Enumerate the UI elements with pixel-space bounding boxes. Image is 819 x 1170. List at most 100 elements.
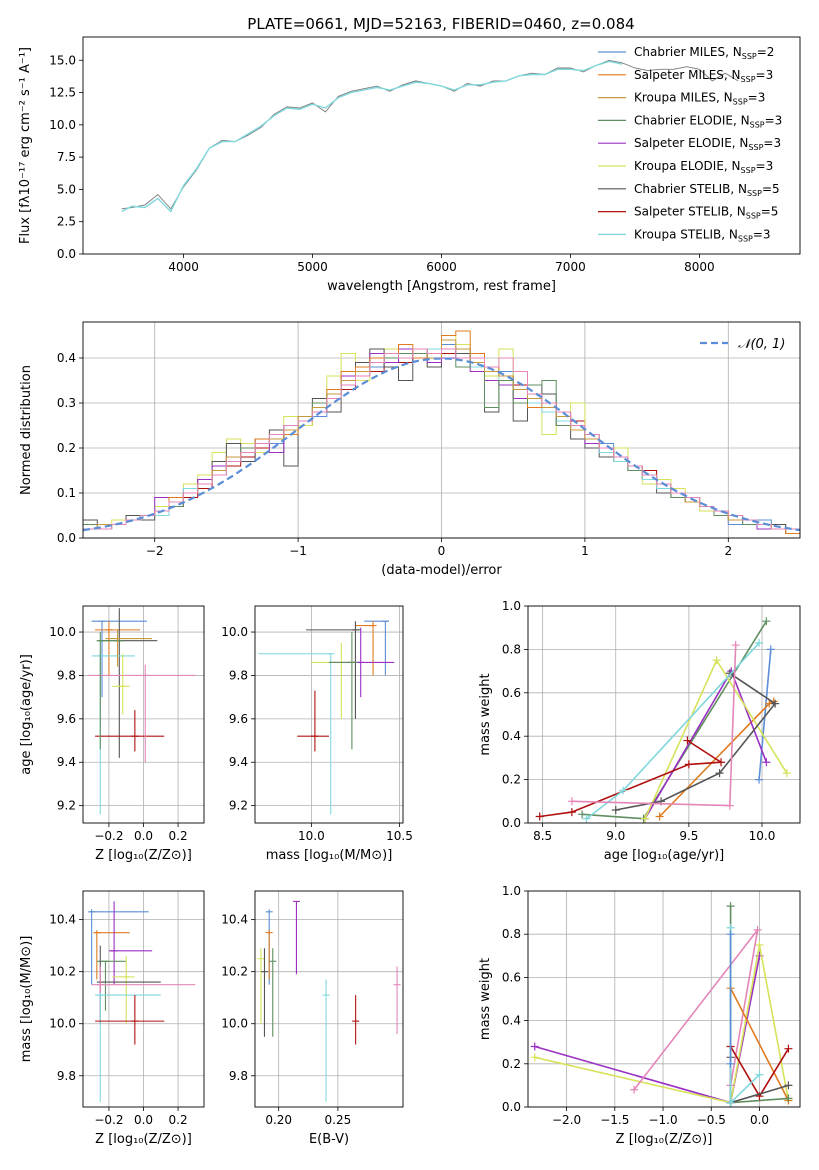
axes-frame	[527, 605, 801, 824]
legend-entry: Salpeter MILES, NSSP=3	[634, 68, 773, 84]
y-tick-label: 9.8	[57, 668, 76, 682]
model-spectrum-line	[121, 60, 623, 213]
mass-vs-extinction-panel: 0.20 0.25 9.8 10.0 10.2 10.4 E(B-V)	[221, 890, 404, 1147]
weight-line	[729, 987, 790, 1101]
axes: 4000 5000 6000 7000 8000 0.0 2.5 5.0 7.5 10.0 12.5…	[18, 36, 801, 294]
y-tick-label: 0.6	[502, 686, 521, 700]
y-tick-label: 0.0	[502, 816, 521, 830]
weight-line	[644, 658, 788, 820]
x-axis-label: Z [log₁₀(Z/Z⊙)]	[95, 1132, 192, 1147]
plus-marker	[784, 1094, 793, 1103]
y-axis-label: mass weight	[478, 673, 493, 755]
y-tick-label: 10.2	[49, 965, 76, 979]
age-vs-mass-panel: 10.0 10.5 9.2 9.4 9.6 9.8 10.0 mass [log₁₀(M/M⊙…	[221, 605, 413, 863]
plus-marker	[755, 638, 764, 647]
plot-area	[88, 901, 196, 1102]
x-axis-label: Z [log₁₀(Z/Z⊙)]	[95, 848, 192, 863]
spectrum-panel: 4000 5000 6000 7000 8000 0.0 2.5 5.0 7.5 10.0 12.5…	[18, 36, 801, 294]
plot-area	[121, 59, 739, 213]
weight-line	[534, 955, 761, 1104]
x-tick-label: 0.20	[265, 1113, 292, 1127]
plus-marker	[755, 1070, 764, 1079]
x-tick-label: 0.0	[134, 1113, 153, 1127]
mass-weight-vs-metallicity-panel: −2.0 −1.5 −1.0 −0.5 0.0 0.0 0.2 0.4 0.6 0.8 1.0 Z […	[478, 884, 801, 1147]
plus-marker	[684, 760, 693, 769]
plus-marker	[784, 1044, 793, 1053]
y-axis-label: Normed distribution	[19, 365, 34, 495]
x-tick-label: 7000	[555, 260, 586, 274]
normal-curve	[83, 357, 800, 532]
plot-area	[257, 900, 401, 1102]
grid	[255, 891, 403, 1107]
axes: 8.5 9.0 9.5 10.0 0.0 0.2 0.4 0.6 0.8 1.0 age [log₁…	[478, 599, 801, 863]
plus-marker	[630, 1085, 639, 1094]
mass-weight-vs-age-panel: 8.5 9.0 9.5 10.0 0.0 0.2 0.4 0.6 0.8 1.0 age [log₁…	[478, 599, 801, 863]
x-tick-label: 0.2	[169, 1113, 188, 1127]
y-tick-label: 10.4	[221, 913, 248, 927]
y-tick-label: 0.1	[57, 486, 76, 500]
y-tick-label: 10.0	[49, 625, 76, 639]
legend-entry: Salpeter STELIB, NSSP=5	[634, 205, 778, 221]
plus-marker	[530, 1053, 539, 1062]
spectrum-legend: Chabrier MILES, NSSP=2 Salpeter MILES, NS…	[598, 45, 782, 243]
plus-marker	[762, 758, 771, 767]
axes-frame	[254, 890, 404, 1108]
x-tick-label: 8000	[684, 260, 715, 274]
x-tick-label: 8.5	[533, 829, 552, 843]
plus-marker	[753, 925, 762, 934]
y-tick-label: 15.0	[49, 53, 76, 67]
age-vs-metallicity-panel: −0.2 0.0 0.2 9.2 9.4 9.6 9.8 10.0 Z [log₁₀(Z/Z⊙)…	[19, 605, 205, 863]
y-tick-label: 9.8	[229, 1069, 248, 1083]
weight-line	[615, 672, 777, 811]
axes: −0.2 0.0 0.2 9.2 9.4 9.6 9.8 10.0 Z [log₁₀(Z/Z⊙)…	[19, 605, 205, 863]
plus-marker	[771, 699, 780, 708]
y-tick-label: 10.0	[221, 625, 248, 639]
legend-entry: Chabrier STELIB, NSSP=5	[634, 182, 780, 198]
plus-marker	[726, 1098, 735, 1107]
axes-frame	[82, 890, 205, 1108]
plot-area	[535, 617, 791, 823]
axes: −2 −1 0 1 2 0.0 0.1 0.2 0.3 0.4 (data-model)/error…	[19, 321, 801, 578]
y-tick-label: 9.2	[229, 799, 248, 813]
y-tick-label: 9.4	[57, 755, 76, 769]
axes-frame	[82, 605, 205, 824]
x-tick-label: −0.5	[697, 1113, 726, 1127]
y-axis-label: age [log₁₀(age/yr)]	[19, 654, 34, 775]
y-tick-label: 0.8	[502, 642, 521, 656]
y-tick-label: 1.0	[502, 884, 521, 898]
plus-marker	[762, 617, 771, 626]
plus-marker	[715, 769, 724, 778]
y-tick-label: 1.0	[502, 599, 521, 613]
x-tick-label: −2.0	[552, 1113, 581, 1127]
y-tick-label: 0.0	[57, 247, 76, 261]
plus-marker	[619, 786, 628, 795]
y-tick-label: 9.6	[229, 712, 248, 726]
x-tick-label: −2	[146, 544, 164, 558]
x-tick-label: 10.0	[749, 829, 776, 843]
x-tick-label: 5000	[297, 260, 328, 274]
x-tick-label: −0.2	[94, 1113, 123, 1127]
y-tick-label: 0.4	[502, 729, 521, 743]
x-tick-label: 0.0	[134, 829, 153, 843]
x-tick-label: 10.5	[386, 829, 413, 843]
x-tick-label: 0.0	[750, 1113, 769, 1127]
residual-histogram-panel: −2 −1 0 1 2 0.0 0.1 0.2 0.3 0.4 (data-model)/error…	[19, 321, 801, 578]
x-tick-label: −1	[289, 544, 307, 558]
plus-marker	[611, 805, 620, 814]
axes: −0.2 0.0 0.2 9.8 10.0 10.2 10.4 Z [log₁₀(Z/Z⊙)]…	[19, 890, 205, 1147]
y-tick-label: 0.0	[502, 1100, 521, 1114]
y-tick-label: 9.8	[57, 1069, 76, 1083]
plus-marker	[725, 669, 734, 678]
y-tick-label: 10.0	[49, 118, 76, 132]
legend-entry: Kroupa STELIB, NSSP=3	[634, 227, 771, 243]
x-tick-label: 9.5	[679, 829, 698, 843]
y-tick-label: 9.2	[57, 799, 76, 813]
y-tick-label: 10.0	[221, 1017, 248, 1031]
y-tick-label: 0.4	[57, 351, 76, 365]
y-tick-label: 10.4	[49, 913, 76, 927]
plus-marker	[784, 1081, 793, 1090]
y-tick-label: 0.2	[502, 773, 521, 787]
x-tick-label: −1.0	[648, 1113, 677, 1127]
y-tick-label: 9.4	[229, 755, 248, 769]
plus-marker	[683, 736, 692, 745]
